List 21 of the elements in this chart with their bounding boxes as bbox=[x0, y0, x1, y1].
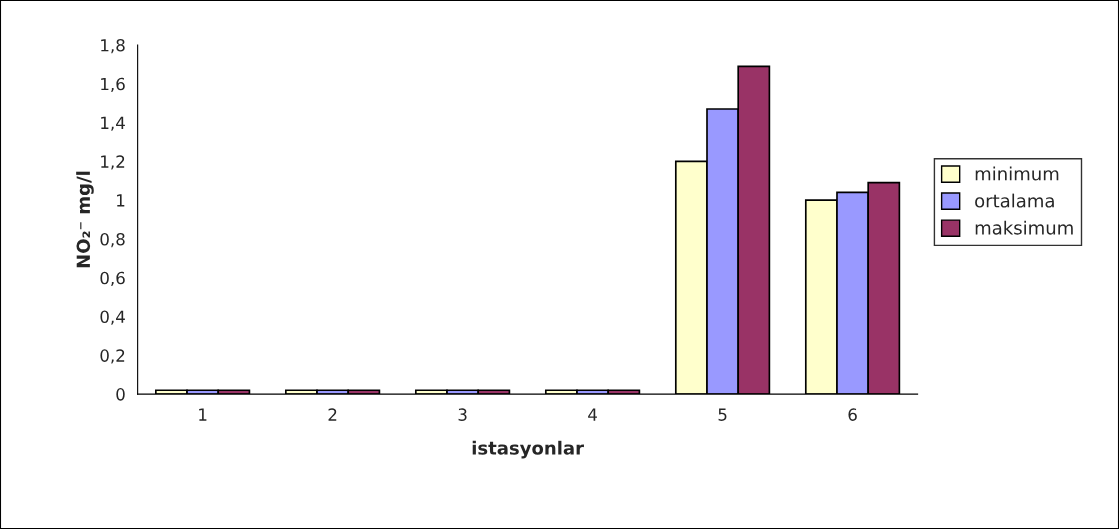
legend-label: ortalama bbox=[975, 193, 1054, 208]
x-tick-label: 5 bbox=[718, 408, 727, 421]
y-tick-label: 0,6 bbox=[100, 271, 125, 286]
x-axis-title: istasyonlar bbox=[472, 440, 584, 459]
y-tick-label: 1,6 bbox=[101, 77, 125, 93]
y-tick-label: 0,4 bbox=[100, 310, 125, 325]
y-tick-label: 1,8 bbox=[101, 38, 125, 54]
x-tick-label: 4 bbox=[588, 408, 597, 421]
x-tick-label: 1 bbox=[199, 408, 207, 421]
y-tick-label: 0,2 bbox=[100, 349, 125, 364]
x-tick-label: 2 bbox=[328, 408, 337, 421]
y-tick-label: 1 bbox=[117, 194, 125, 207]
y-tick-label: 1,2 bbox=[101, 155, 125, 170]
y-tick-label: 0 bbox=[116, 388, 125, 401]
y-tick-label: 1,4 bbox=[101, 116, 125, 131]
y-tick-label: 0,8 bbox=[100, 232, 125, 248]
legend-label: minimum bbox=[975, 166, 1059, 181]
y-axis-title: NO₂⁻ mg/l bbox=[76, 171, 94, 268]
x-tick-label: 3 bbox=[458, 408, 467, 421]
legend-label: maksimum bbox=[975, 220, 1073, 235]
x-tick-label: 6 bbox=[848, 408, 857, 421]
